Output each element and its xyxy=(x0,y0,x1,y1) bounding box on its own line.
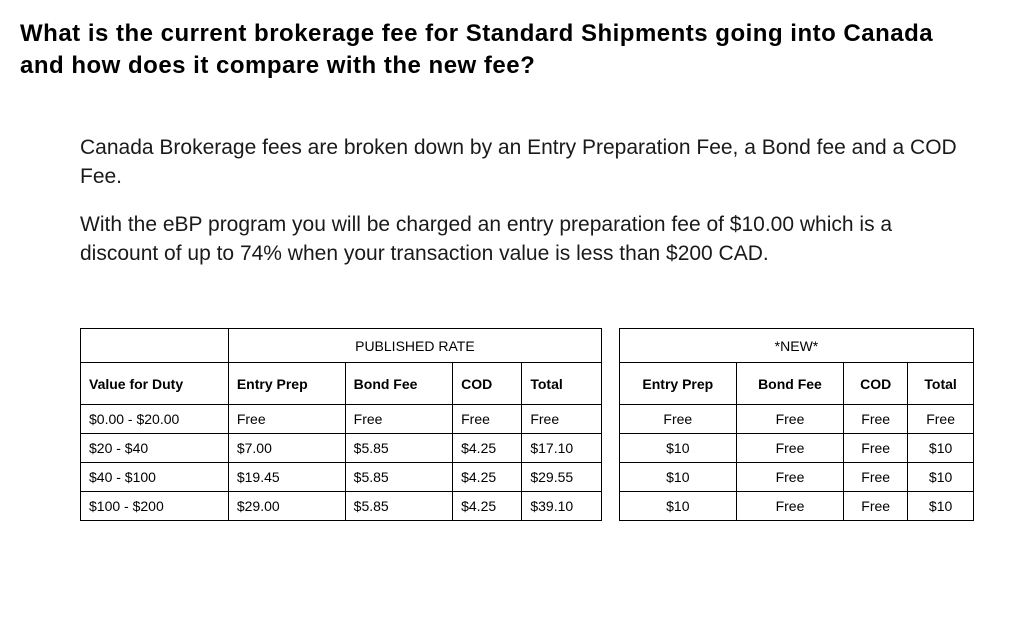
cell: $39.10 xyxy=(522,492,602,521)
cell-value: $0.00 - $20.00 xyxy=(81,405,229,434)
fee-comparison-table: PUBLISHED RATE *NEW* Value for Duty Entr… xyxy=(80,328,974,521)
table-row: $100 - $200 $29.00 $5.85 $4.25 $39.10 $1… xyxy=(81,492,974,521)
cell: $4.25 xyxy=(453,463,522,492)
col-total-new: Total xyxy=(908,363,974,405)
cell: $7.00 xyxy=(228,434,345,463)
table-row: $20 - $40 $7.00 $5.85 $4.25 $17.10 $10 F… xyxy=(81,434,974,463)
table-row: $40 - $100 $19.45 $5.85 $4.25 $29.55 $10… xyxy=(81,463,974,492)
col-total: Total xyxy=(522,363,602,405)
table-section-row: PUBLISHED RATE *NEW* xyxy=(81,329,974,363)
col-value: Value for Duty xyxy=(81,363,229,405)
cell: $5.85 xyxy=(345,463,452,492)
paragraph-2: With the eBP program you will be charged… xyxy=(80,210,964,269)
table-spacer xyxy=(601,463,619,492)
cell-value: $20 - $40 xyxy=(81,434,229,463)
new-header: *NEW* xyxy=(619,329,973,363)
cell-value: $40 - $100 xyxy=(81,463,229,492)
cell: Free xyxy=(736,463,843,492)
cell: $10 xyxy=(619,492,736,521)
cell: Free xyxy=(736,405,843,434)
cell: Free xyxy=(228,405,345,434)
col-cod: COD xyxy=(453,363,522,405)
table-spacer xyxy=(601,405,619,434)
cell: $4.25 xyxy=(453,492,522,521)
cell: Free xyxy=(736,434,843,463)
cell: Free xyxy=(844,405,908,434)
cell: Free xyxy=(908,405,974,434)
cell: Free xyxy=(619,405,736,434)
cell-value: $100 - $200 xyxy=(81,492,229,521)
table-row: $0.00 - $20.00 Free Free Free Free Free … xyxy=(81,405,974,434)
col-entry-prep-new: Entry Prep xyxy=(619,363,736,405)
fee-table-container: PUBLISHED RATE *NEW* Value for Duty Entr… xyxy=(80,328,974,521)
corner-blank xyxy=(81,329,229,363)
col-bond-fee-new: Bond Fee xyxy=(736,363,843,405)
cell: $29.55 xyxy=(522,463,602,492)
page-title: What is the current brokerage fee for St… xyxy=(20,18,1004,83)
table-spacer xyxy=(601,434,619,463)
published-header: PUBLISHED RATE xyxy=(228,329,601,363)
col-cod-new: COD xyxy=(844,363,908,405)
cell: $19.45 xyxy=(228,463,345,492)
cell: $10 xyxy=(908,492,974,521)
cell: Free xyxy=(844,434,908,463)
cell: Free xyxy=(736,492,843,521)
cell: $5.85 xyxy=(345,434,452,463)
cell: Free xyxy=(522,405,602,434)
paragraph-1: Canada Brokerage fees are broken down by… xyxy=(80,133,964,192)
cell: Free xyxy=(844,492,908,521)
table-column-row: Value for Duty Entry Prep Bond Fee COD T… xyxy=(81,363,974,405)
cell: $5.85 xyxy=(345,492,452,521)
cell: $10 xyxy=(908,434,974,463)
cell: $17.10 xyxy=(522,434,602,463)
cell: Free xyxy=(844,463,908,492)
col-entry-prep: Entry Prep xyxy=(228,363,345,405)
cell: $10 xyxy=(619,463,736,492)
cell: $29.00 xyxy=(228,492,345,521)
table-spacer xyxy=(601,492,619,521)
cell: Free xyxy=(453,405,522,434)
cell: $4.25 xyxy=(453,434,522,463)
table-spacer xyxy=(601,363,619,405)
cell: $10 xyxy=(908,463,974,492)
table-spacer xyxy=(601,329,619,363)
col-bond-fee: Bond Fee xyxy=(345,363,452,405)
cell: Free xyxy=(345,405,452,434)
cell: $10 xyxy=(619,434,736,463)
